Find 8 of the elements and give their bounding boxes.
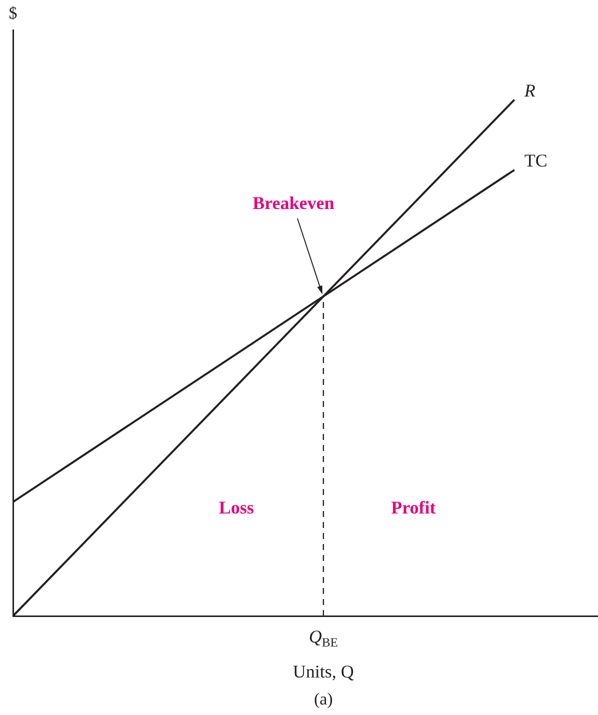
series-label: TC bbox=[524, 150, 548, 171]
annotation: Loss bbox=[218, 498, 254, 518]
x-axis-title: Units, Q bbox=[292, 662, 354, 682]
annotation: Profit bbox=[391, 498, 436, 518]
annotation: Breakeven bbox=[252, 193, 334, 214]
y-axis-title: $ bbox=[8, 3, 18, 22]
series-label: R bbox=[523, 80, 536, 100]
text: (a) bbox=[314, 689, 333, 708]
